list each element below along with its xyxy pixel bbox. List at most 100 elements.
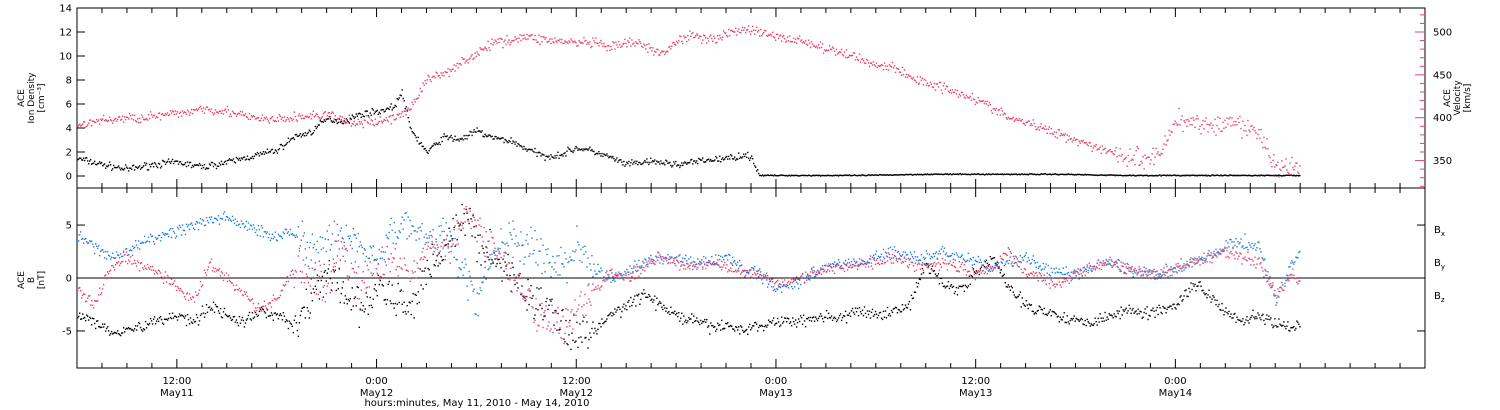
b-by-point [321,236,324,239]
density-point [318,124,321,126]
density-point [715,155,717,158]
b-bx-point [1250,316,1252,319]
b-by-point [264,231,267,233]
b-by-point [911,256,914,258]
b-by-point [985,268,988,270]
velocity-point [1011,117,1014,120]
b-bx-point [251,312,254,314]
b-bx-point [1196,285,1198,287]
b-bx-point [972,268,975,270]
b-by-point [89,240,92,243]
b-bx-point [612,312,614,314]
velocity-point [916,76,919,78]
velocity-point [519,34,521,36]
velocity-point [400,112,402,115]
velocity-point [1288,172,1290,175]
velocity-point [882,68,885,71]
density-point [1138,174,1140,177]
velocity-point [469,57,471,59]
b-bx-point [1191,288,1193,291]
density-point [395,105,397,108]
velocity-point [402,115,404,118]
density-point [376,109,378,112]
density-point [199,164,202,166]
velocity-point [403,110,405,112]
b-bx-point [162,323,165,326]
density-point [1152,175,1154,177]
density-point [926,173,929,175]
velocity-point [874,65,877,67]
b-by-point [373,259,375,262]
density-point [1286,174,1288,176]
b-bx-point [1064,321,1066,324]
b-by-point [305,257,308,259]
b-by-point [152,240,155,243]
density-point [414,134,416,137]
b-by-point [870,265,873,267]
b-bx-point [1071,319,1073,321]
b-by-point [558,254,560,257]
density-point [359,113,361,115]
density-point [1094,174,1096,177]
b-bx-point [1148,314,1150,317]
velocity-point [138,117,141,120]
b-by-point [720,255,722,258]
b-by-point [817,270,820,272]
b-bx-point [364,308,366,310]
b-bx-point [838,314,841,317]
b-bx-point [1023,304,1025,306]
velocity-point [231,110,234,112]
b-by-point [205,216,208,219]
velocity-point [843,51,846,53]
velocity-point [1208,123,1210,126]
b-bx-point [305,288,308,290]
density-point [616,157,618,159]
velocity-point [373,124,375,127]
velocity-point [263,116,266,119]
velocity-point [816,47,819,49]
b-by-point [917,260,920,262]
density-point [1199,174,1201,177]
b-bx-point [615,311,617,313]
b-bx-point [320,279,323,282]
b-bx-point [1043,307,1045,310]
b-bx-point [1026,304,1028,306]
density-point [1150,174,1152,177]
velocity-point [1006,118,1009,120]
b-by-point [553,268,555,271]
b-by-point [233,222,236,225]
b-bx-point [992,257,995,259]
b-bx-point [980,266,983,268]
b-bx-point [626,308,628,311]
velocity-point [419,87,421,90]
b-by-point [274,231,277,233]
velocity-point [608,45,610,47]
velocity-point [763,29,766,32]
b-by-point [454,237,456,240]
velocity-point [950,92,953,94]
b-by-point [1111,260,1113,263]
b-by-point [669,256,671,258]
density-point [759,174,762,177]
density-point [1023,173,1025,175]
velocity-point [1281,160,1283,162]
b-by-point [138,248,141,250]
density-point [1147,175,1149,177]
b-bx-point [741,326,743,328]
b-by-point [150,235,153,238]
velocity-point [628,41,630,44]
density-point [740,156,742,158]
density-point [117,165,120,167]
density-point [388,108,390,111]
density-point [1298,175,1300,177]
b-bx-point [703,320,705,323]
density-point [1109,174,1111,176]
b-bx-point [212,301,215,304]
density-point [670,164,672,167]
velocity-point [830,48,833,51]
density-point [1268,174,1270,177]
b-by-point [323,263,326,266]
velocity-point [315,113,318,115]
b-bx-point [1279,323,1281,325]
b-bx-point [602,322,604,325]
